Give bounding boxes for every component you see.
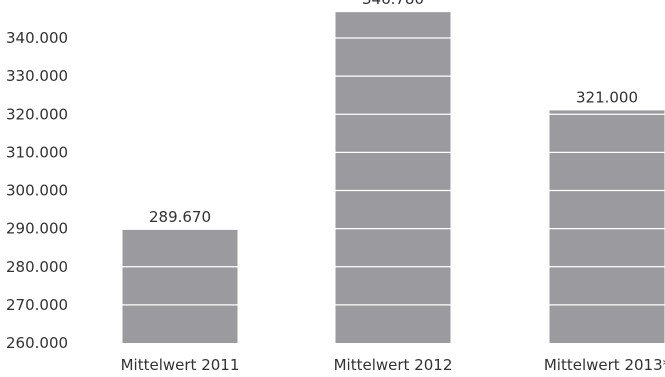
bar-gridlines	[122, 37, 665, 306]
y-tick-label: 280.000	[6, 258, 68, 276]
y-tick-label: 320.000	[6, 105, 68, 123]
y-tick-label: 290.000	[6, 220, 68, 238]
category-labels: Mittelwert 2011 Mittelwert 2012 Mittelwert…	[121, 356, 665, 374]
data-labels: 289.670 346.780 321.000	[149, 0, 638, 226]
bar	[335, 12, 451, 344]
category-label: Mittelwert 2011	[121, 356, 240, 374]
y-tick-label: 330.000	[6, 67, 68, 85]
data-label: 346.780	[362, 0, 424, 8]
y-tick-label: 340.000	[6, 29, 68, 47]
y-tick-label: 300.000	[6, 182, 68, 200]
category-label: Mittelwert 2013*	[544, 356, 665, 374]
bar	[122, 229, 238, 343]
y-axis-ticks: 260.000 270.000 280.000 290.000 300.000 310.0…	[6, 29, 68, 352]
category-label: Mittelwert 2012	[334, 356, 453, 374]
y-tick-label: 310.000	[6, 143, 68, 161]
y-tick-label: 270.000	[6, 296, 68, 314]
data-label: 289.670	[149, 208, 211, 226]
y-tick-label: 260.000	[6, 334, 68, 352]
data-label: 321.000	[576, 88, 638, 106]
bars	[122, 12, 665, 344]
bar	[549, 110, 665, 343]
